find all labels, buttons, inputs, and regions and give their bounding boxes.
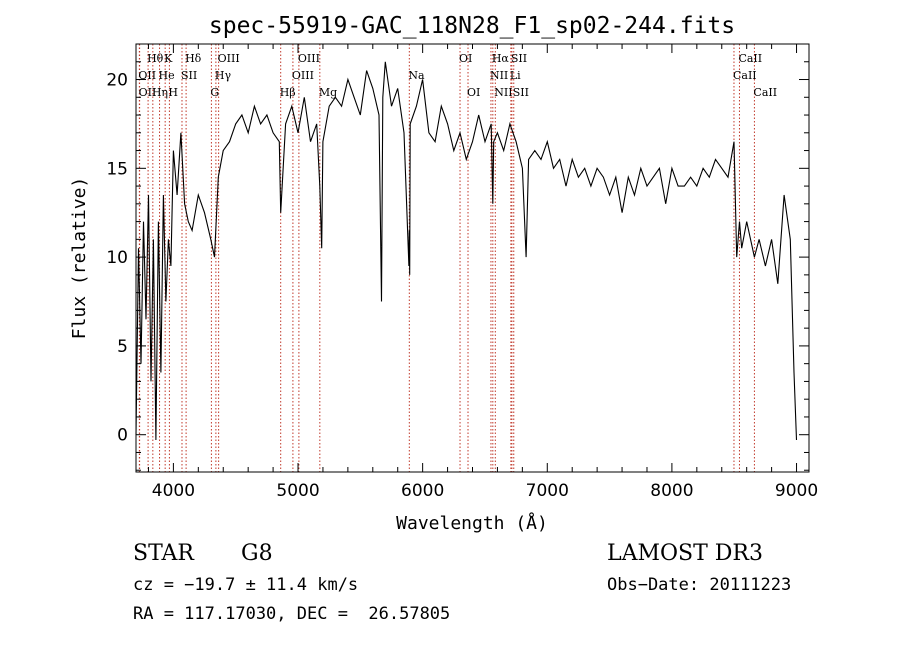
x-tick-label: 7000 (526, 481, 569, 501)
obs-date: Obs−Date: 20111223 (607, 575, 791, 595)
flux-series-line (135, 61, 798, 441)
line-label-20: SII (511, 52, 527, 65)
line-label-16: Na (408, 69, 425, 82)
y-tick-label: 10 (106, 248, 128, 268)
line-label-18: OI (467, 86, 480, 99)
redshift-text: cz = −19.7 ± 11.4 km/s (133, 575, 358, 595)
line-label-13: OIII (298, 52, 320, 65)
line-label-7: H (168, 86, 178, 99)
line-label-11: G (210, 86, 219, 99)
line-label-2: OII (139, 86, 157, 99)
line-label-17: OI (459, 52, 472, 65)
y-tick-label: 0 (117, 426, 128, 446)
line-label-23: NII (494, 86, 512, 99)
x-tick-label: 6000 (401, 481, 444, 501)
plot-frame (135, 43, 810, 473)
object-type: STAR (133, 541, 195, 566)
y-tick-label: 5 (117, 337, 128, 357)
line-label-21: NII (490, 69, 508, 82)
line-label-10: Hγ (215, 69, 232, 82)
x-tick-label: 5000 (276, 481, 319, 501)
line-label-19: Hα (492, 52, 510, 65)
x-tick-label: 8000 (650, 481, 693, 501)
line-label-12: Hβ (280, 86, 296, 99)
y-tick-label: 20 (106, 71, 128, 91)
y-axis-label: Flux (relative) (69, 177, 90, 340)
survey-label: LAMOST DR3 (607, 541, 763, 566)
x-tick-label: 9000 (775, 481, 818, 501)
line-label-0: Hθ (147, 52, 164, 65)
x-axis-label: Wavelength (Å) (396, 512, 548, 534)
x-tick-label: 4000 (152, 481, 195, 501)
line-label-25: CaII (738, 52, 762, 65)
line-label-5: K (164, 52, 173, 65)
axes: 4000 5000 6000 7000 8000 9000 0 5 10 15 20 (106, 44, 818, 501)
line-label-4: Hη (152, 86, 168, 99)
coordinates: RA = 117.17030, DEC = 26.57805 (133, 604, 450, 624)
chart-title: spec-55919-GAC_118N28_F1_sp02-244.fits (209, 13, 735, 39)
line-label-27: CaII (753, 86, 777, 99)
line-label-14: OIII (292, 69, 314, 82)
line-label-22: Li (510, 69, 521, 82)
line-label-6: SII (181, 69, 197, 82)
line-label-3: He (159, 69, 175, 82)
line-label-9: OIII (218, 52, 240, 65)
y-tick-label: 15 (106, 159, 128, 179)
line-label-24: SII (513, 86, 529, 99)
subclass: G8 (241, 541, 273, 566)
spectral-line-markers (138, 44, 755, 472)
line-label-26: CaII (733, 69, 757, 82)
line-label-8: Hδ (185, 52, 202, 65)
line-label-1: OII (138, 69, 156, 82)
line-label-15: Mg (319, 86, 337, 99)
